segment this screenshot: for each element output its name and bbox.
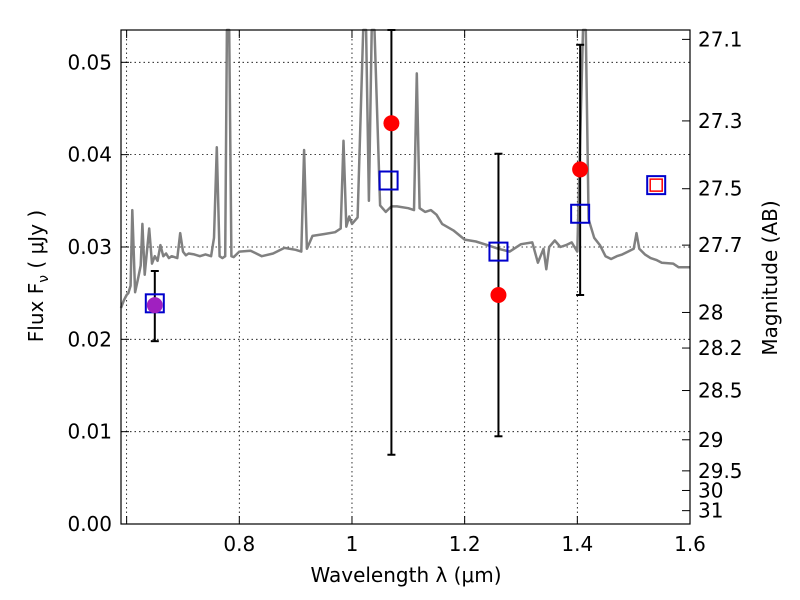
- plot-frame: [120, 29, 691, 525]
- y-tick-label: 0.04: [67, 143, 112, 167]
- observed-point-nondetection: [649, 178, 663, 192]
- markers: [144, 115, 667, 314]
- y-axis-title-main: Flux F: [24, 283, 48, 342]
- y-axis-title-unit: ( μJy ): [24, 210, 48, 275]
- model-point: [646, 175, 667, 196]
- y2-tick-label: 29.5: [698, 459, 743, 483]
- y-tick-label: 0.01: [67, 420, 112, 444]
- y-tick-label: 0.03: [67, 235, 112, 259]
- spectrum-line: [119, 28, 690, 309]
- model-point: [570, 203, 591, 224]
- x-axis-title: Wavelength λ (μm): [310, 563, 501, 587]
- y2-axis-title: Magnitude (AB): [758, 200, 782, 355]
- y2-tick-label: 27.1: [698, 27, 743, 51]
- model-point: [378, 170, 399, 191]
- y-tick-label: 0.00: [67, 512, 112, 536]
- y2-tick-label: 30: [698, 478, 723, 502]
- y2-tick-label: 27.3: [698, 109, 743, 133]
- y-tick-label: 0.05: [67, 50, 112, 74]
- y2-tick-label: 29: [698, 428, 723, 452]
- model-point: [488, 241, 509, 262]
- spectrum-layer: [119, 28, 690, 309]
- y-axis-ticks: 0.00 0.01 0.02 0.03 0.04 0.05: [67, 50, 129, 536]
- x-axis-ticks: 0.8 1 1.2 1.4 1.6: [126, 30, 706, 556]
- y-tick-label: 0.02: [67, 327, 112, 351]
- x-tick-label: 1.2: [449, 532, 481, 556]
- x-tick-label: 1: [346, 532, 359, 556]
- y2-tick-label: 28.5: [698, 379, 743, 403]
- observed-point: [490, 287, 507, 304]
- y-axis-title-sub: ν: [36, 275, 52, 283]
- y2-tick-label: 27.5: [698, 177, 743, 201]
- x-tick-label: 1.6: [674, 532, 706, 556]
- y2-tick-label: 28: [698, 300, 723, 324]
- grid-lines: [121, 30, 691, 525]
- y2-tick-label: 31: [698, 499, 723, 523]
- y2-tick-label: 28.2: [698, 336, 743, 360]
- y-axis-title: Flux Fν ( μJy ): [24, 210, 52, 342]
- x-tick-label: 1.4: [561, 532, 593, 556]
- x-tick-label: 0.8: [223, 532, 255, 556]
- y2-tick-label: 27.7: [698, 233, 743, 257]
- observed-point: [383, 115, 400, 132]
- observed-point: [572, 161, 589, 178]
- observed-point-overlap: [146, 297, 163, 314]
